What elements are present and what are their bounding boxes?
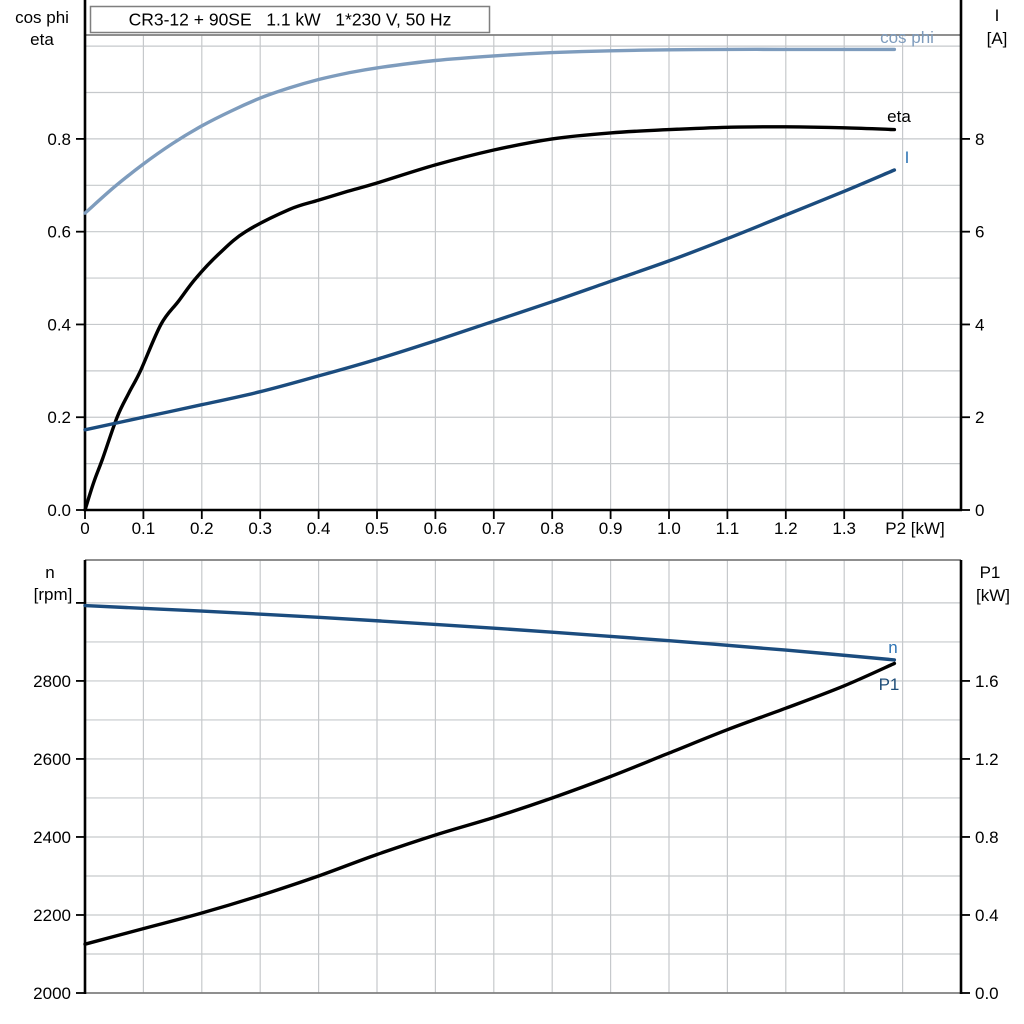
n-curve-label: n [888,638,897,657]
chart-title: CR3-12 + 90SE 1.1 kW 1*230 V, 50 Hz [129,10,452,30]
eta-curve-label: eta [887,107,911,126]
x-tick-label: 1.0 [657,519,681,538]
eta-curve [83,125,897,512]
right-tick-label: 1.2 [975,750,999,769]
right-tick-label: 4 [975,315,984,334]
right-tick-label: 0.8 [975,828,999,847]
left-tick-label: 2800 [33,672,71,691]
right-tick-label: 0 [975,501,984,520]
bottom-left-axis-label-line1: n [45,563,54,582]
n-curve [83,603,897,662]
x-tick-label: 0.6 [424,519,448,538]
chart-title-box: CR3-12 + 90SE 1.1 kW 1*230 V, 50 Hz [89,5,491,34]
right-tick-label: 2 [975,408,984,427]
x-tick-label: 1.1 [716,519,740,538]
cos-phi-curve [83,47,897,215]
left-tick-label: 2600 [33,750,71,769]
right-tick-label: 6 [975,223,984,242]
bottom-chart: 2000 2200 2400 2600 2800 0.0 0.4 0.8 1.2 1.6 n P1 [33,559,999,1003]
top-right-axis-label-line2: [A] [987,29,1008,48]
bottom-left-axis-label-line2: [rpm] [34,585,73,604]
left-tick-label: 2000 [33,984,71,1003]
top-chart: 0 0.1 0.2 0.3 0.4 0.5 0.6 0.7 0.8 0.9 1.0 1.1 1.2 1.3… [47,0,984,538]
right-tick-label: 0.4 [975,906,999,925]
bottom-right-axis-label-line2: [kW] [976,586,1010,605]
left-tick-label: 0.4 [47,315,71,334]
x-tick-label: 0.3 [248,519,272,538]
x-tick-label: 0.7 [482,519,506,538]
x-tick-label: 0.4 [307,519,331,538]
x-tick-label: 0.1 [132,519,156,538]
x-tick-label: 0.9 [599,519,623,538]
left-tick-label: 0.2 [47,408,71,427]
right-tick-label: 1.6 [975,672,999,691]
top-right-axis-label-line1: I [995,6,1000,25]
left-tick-label: 2200 [33,906,71,925]
x-tick-label: 0.2 [190,519,214,538]
left-tick-label: 2400 [33,828,71,847]
right-tick-label: 0.0 [975,984,999,1003]
top-left-axis-label-line1: cos phi [15,8,69,27]
x-tick-label: 0.5 [365,519,389,538]
cos-phi-curve-label: cos phi [880,28,934,47]
x-tick-label: 0.8 [540,519,564,538]
x-tick-label: 1.2 [774,519,798,538]
p1-curve [83,661,897,946]
x-tick-label: 0 [80,519,89,538]
i-curve [83,168,897,432]
i-curve-label: I [905,148,910,167]
top-left-axis-label-line2: eta [30,30,54,49]
x-tick-label: 1.3 [832,519,856,538]
left-tick-label: 0.0 [47,501,71,520]
x-axis-title: P2 [kW] [885,519,945,538]
left-tick-label: 0.6 [47,223,71,242]
p1-curve-label: P1 [879,675,900,694]
chart-title-box-border [89,5,491,34]
right-tick-label: 8 [975,130,984,149]
left-tick-label: 0.8 [47,130,71,149]
bottom-right-axis-label-line1: P1 [980,563,1001,582]
